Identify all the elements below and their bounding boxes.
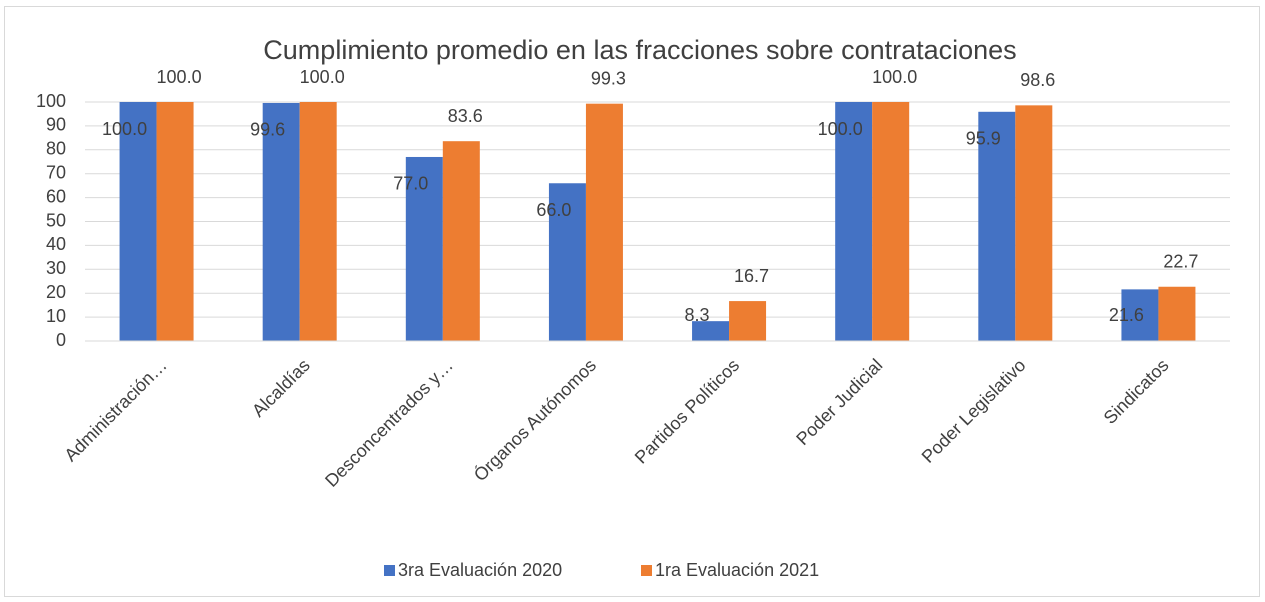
y-tick-label: 80 <box>46 139 66 159</box>
bar <box>299 102 337 341</box>
y-tick-label: 70 <box>46 162 66 182</box>
legend-swatch <box>641 565 652 576</box>
data-label: 77.0 <box>393 174 428 194</box>
y-tick-label: 60 <box>46 186 66 206</box>
bar <box>156 102 194 341</box>
bar <box>872 102 910 341</box>
data-label: 98.6 <box>1020 70 1055 90</box>
bar <box>442 141 480 341</box>
data-label: 100.0 <box>872 67 917 87</box>
bar <box>978 111 1016 341</box>
data-label: 100.0 <box>157 67 202 87</box>
y-tick-label: 100 <box>36 91 66 111</box>
bar <box>119 102 157 341</box>
bar <box>1121 289 1159 341</box>
bar <box>1158 286 1196 341</box>
bar <box>729 301 767 341</box>
data-label: 100.0 <box>300 67 345 87</box>
data-label: 22.7 <box>1163 251 1198 271</box>
y-tick-label: 90 <box>46 115 66 135</box>
bar <box>1015 105 1053 341</box>
y-tick-label: 20 <box>46 282 66 302</box>
data-label: 100.0 <box>818 119 863 139</box>
bar <box>692 321 730 341</box>
bar <box>548 183 586 341</box>
bar <box>405 156 443 341</box>
chart-title: Cumplimiento promedio en las fracciones … <box>263 35 1016 65</box>
y-tick-label: 30 <box>46 258 66 278</box>
data-label: 99.3 <box>591 68 626 88</box>
data-label: 95.9 <box>966 129 1001 149</box>
legend-label: 1ra Evaluación 2021 <box>655 560 819 580</box>
bar <box>835 102 873 341</box>
data-label: 8.3 <box>685 305 710 325</box>
y-tick-label: 50 <box>46 210 66 230</box>
data-label: 83.6 <box>448 106 483 126</box>
y-tick-label: 10 <box>46 306 66 326</box>
y-tick-label: 40 <box>46 234 66 254</box>
data-label: 99.6 <box>250 120 285 140</box>
y-tick-label: 0 <box>56 330 66 350</box>
legend-label: 3ra Evaluación 2020 <box>398 560 562 580</box>
bar <box>585 103 623 341</box>
data-label: 16.7 <box>734 266 769 286</box>
data-label: 21.6 <box>1109 305 1144 325</box>
legend-swatch <box>384 565 395 576</box>
data-label: 66.0 <box>536 200 571 220</box>
bar <box>262 102 300 342</box>
data-label: 100.0 <box>102 119 147 139</box>
